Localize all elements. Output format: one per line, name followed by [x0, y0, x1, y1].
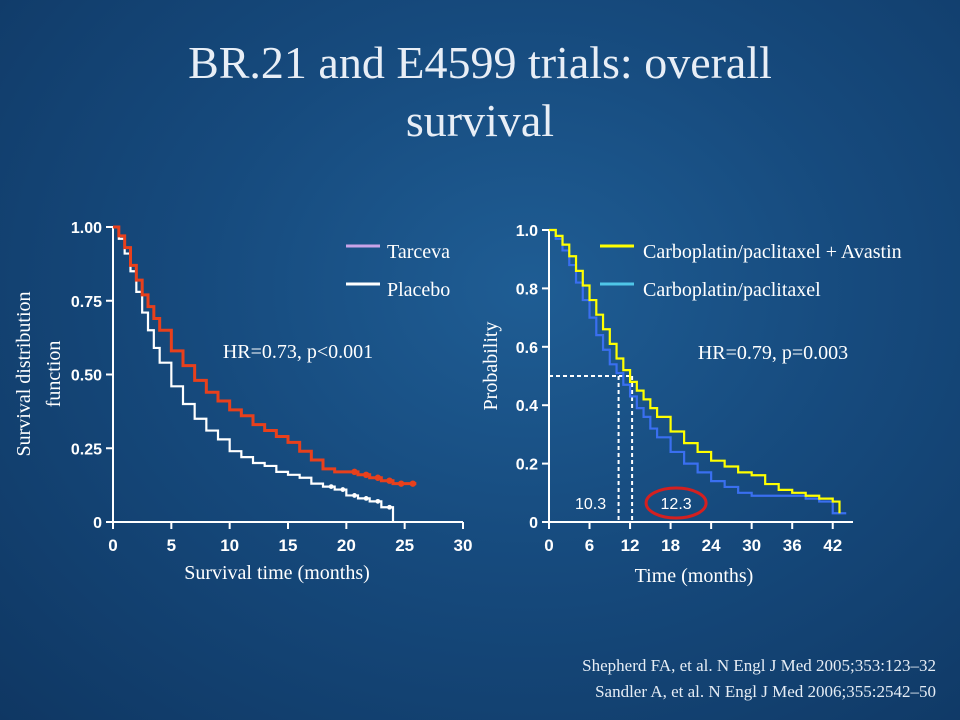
- x-tick-label: 6: [585, 536, 594, 555]
- censor-mark: [351, 468, 358, 476]
- median-label: 10.3: [575, 496, 606, 513]
- censor-mark: [387, 504, 392, 510]
- censor-mark: [352, 493, 357, 498]
- x-tick-label: 12: [621, 536, 640, 555]
- x-tick-label: 24: [702, 536, 721, 555]
- x-tick-label: 0: [108, 536, 117, 555]
- y-axis-label-line1: Survival distribution: [13, 292, 35, 457]
- x-tick-label: 5: [167, 536, 176, 555]
- censor-mark: [386, 477, 393, 484]
- y-tick-label: 0.75: [71, 294, 102, 311]
- censor-mark: [375, 498, 381, 504]
- hr-annotation: HR=0.79, p=0.003: [698, 342, 848, 364]
- x-tick-label: 0: [544, 536, 553, 555]
- x-axis-label: Survival time (months): [184, 562, 370, 584]
- legend-label: Carboplatin/paclitaxel + Avastin: [643, 241, 902, 263]
- reference-sandler: Sandler A, et al. N Engl J Med 2006;355:…: [595, 682, 936, 701]
- km-curve-carboplatin-paclitaxel: [549, 228, 847, 515]
- median-label: 12.3: [661, 496, 692, 513]
- x-tick-label: 42: [823, 536, 842, 555]
- y-tick-label: 1.0: [516, 223, 538, 240]
- x-tick-label: 25: [395, 536, 414, 555]
- x-axis-label: Time (months): [635, 565, 754, 587]
- censor-mark: [340, 487, 346, 492]
- x-tick-label: 36: [783, 536, 802, 555]
- x-tick-label: 30: [742, 536, 761, 555]
- censor-mark: [409, 480, 417, 487]
- y-tick-label: 0.6: [516, 340, 538, 357]
- km-curve-carboplatin-paclitaxel-avastin: [549, 228, 841, 514]
- y-tick-label: 0.2: [516, 457, 538, 474]
- y-tick-label: 0: [93, 515, 102, 532]
- x-tick-label: 15: [279, 536, 298, 555]
- slide-title-line1: BR.21 and E4599 trials: overall: [188, 37, 772, 88]
- censor-mark: [397, 480, 405, 487]
- x-tick-label: 18: [661, 536, 680, 555]
- y-tick-label: 1.00: [71, 220, 102, 237]
- reference-shepherd: Shepherd FA, et al. N Engl J Med 2005;35…: [582, 656, 936, 675]
- y-tick-label: 0.8: [516, 281, 538, 298]
- censor-mark: [363, 496, 369, 501]
- y-tick-label: 0.4: [516, 398, 538, 415]
- y-tick-label: 0.50: [71, 368, 102, 385]
- y-axis-label-line2: function: [43, 341, 65, 408]
- km-curve-placebo: [113, 225, 395, 522]
- x-tick-label: 30: [454, 536, 473, 555]
- censor-mark: [328, 484, 334, 489]
- slide-title-line2: survival: [405, 95, 555, 146]
- x-tick-label: 10: [220, 536, 239, 555]
- y-tick-label: 0.25: [71, 441, 102, 458]
- censor-mark: [362, 471, 370, 478]
- censor-mark: [374, 474, 382, 481]
- median-highlight-circle: [644, 486, 708, 520]
- legend-label: Placebo: [387, 279, 450, 301]
- legend-label: Tarceva: [387, 241, 450, 263]
- y-tick-label: 0: [529, 515, 538, 532]
- slide-title: BR.21 and E4599 trials: overall survival: [60, 34, 900, 150]
- x-tick-label: 20: [337, 536, 356, 555]
- hr-annotation: HR=0.73, p<0.001: [223, 341, 373, 363]
- legend-label: Carboplatin/paclitaxel: [643, 279, 821, 301]
- y-axis-label: Probability: [480, 322, 502, 411]
